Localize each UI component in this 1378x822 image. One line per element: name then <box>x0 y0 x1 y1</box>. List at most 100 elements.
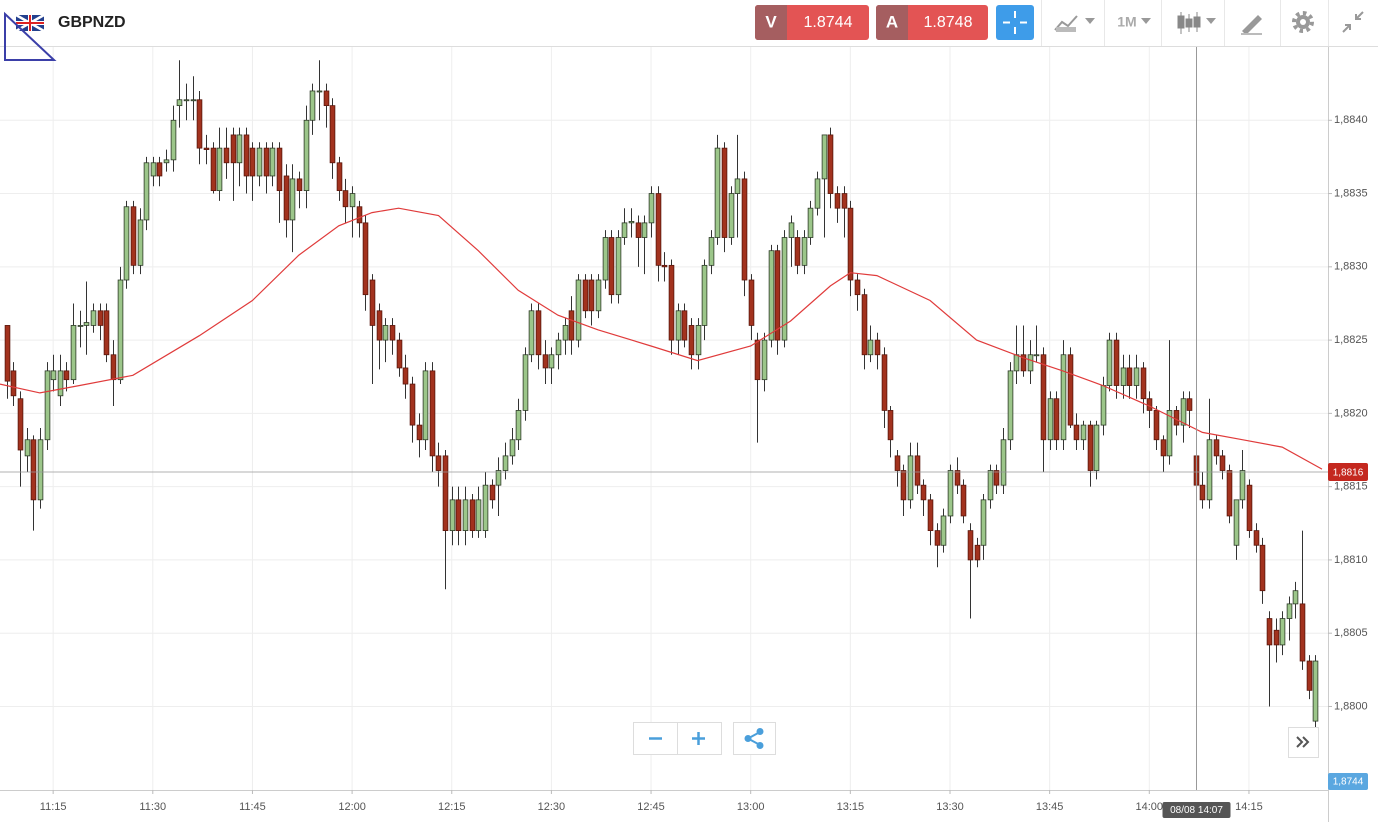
candle-body <box>1013 354 1020 372</box>
candle-body <box>774 250 781 341</box>
candle-body <box>489 484 496 501</box>
candle-body <box>30 439 37 501</box>
candle-body <box>661 264 668 268</box>
candle-body <box>117 279 124 381</box>
candle-body <box>608 237 615 296</box>
candle-body <box>927 499 934 532</box>
sell-label[interactable]: V <box>765 12 777 31</box>
candle-body <box>1180 398 1187 426</box>
candle-body <box>974 544 981 561</box>
candle-body <box>582 279 589 312</box>
candle-body <box>37 439 44 501</box>
candle-body <box>243 134 250 177</box>
candle-body <box>993 470 1000 486</box>
candle-body <box>323 90 330 107</box>
candle-body <box>801 237 808 266</box>
candle-body <box>861 294 868 356</box>
candle-body <box>1306 660 1313 691</box>
flag-icon <box>15 13 45 33</box>
candle-body <box>535 310 542 356</box>
candle-body <box>1219 455 1226 471</box>
candle-body <box>528 310 535 356</box>
candle-body <box>176 99 183 107</box>
timeframe-button[interactable]: 1M <box>1105 0 1161 46</box>
candle-body <box>734 178 741 194</box>
candle-body <box>1199 484 1206 501</box>
candle-body <box>1186 398 1193 411</box>
buy-button[interactable]: A 1.8748 <box>876 5 988 40</box>
indicator-button[interactable] <box>1042 0 1104 46</box>
candle-body <box>1067 354 1074 426</box>
zoom-in-button[interactable] <box>677 722 722 755</box>
candle-body <box>688 325 695 356</box>
candle-body <box>595 279 602 312</box>
candle-body <box>123 206 130 281</box>
y-tick-label: 1,8835 <box>1334 187 1368 199</box>
candle-body <box>827 134 834 194</box>
candle-body <box>110 354 117 381</box>
drawing-triangle <box>4 11 57 61</box>
candle-body <box>728 193 735 238</box>
collapse-button[interactable] <box>1329 0 1378 46</box>
crosshair-tag <box>1162 802 1231 818</box>
candle-body <box>1000 439 1007 486</box>
candle-body <box>230 134 237 164</box>
header-bar <box>0 0 1378 46</box>
candle-body <box>788 222 795 238</box>
candle-body <box>342 190 349 208</box>
candle-body <box>442 455 449 532</box>
candle-body <box>1007 370 1014 441</box>
timeframe-label[interactable]: 1M <box>1117 14 1136 30</box>
candle-body <box>907 455 914 501</box>
crosshair-button[interactable] <box>996 5 1034 40</box>
y-tick-label: 1,8810 <box>1334 554 1368 566</box>
candle-body <box>376 310 383 341</box>
candle-body <box>316 90 323 93</box>
candle-body <box>940 515 947 546</box>
candle-body <box>695 325 702 356</box>
candle-body <box>635 222 642 238</box>
candle-body <box>276 147 283 192</box>
candle-body <box>416 424 423 441</box>
candle-body <box>1087 424 1094 471</box>
buy-label[interactable]: A <box>886 12 898 31</box>
candle-body <box>63 370 70 381</box>
candle-body <box>449 499 456 532</box>
candle-body <box>409 383 416 426</box>
candle-body <box>954 470 961 486</box>
x-tick-label: 14:00 <box>1136 801 1164 813</box>
buy-price[interactable]: 1.8748 <box>924 14 973 31</box>
sell-price[interactable]: 1.8744 <box>804 14 853 31</box>
candle-body <box>1027 354 1034 372</box>
candle-body <box>987 470 994 501</box>
candle-body <box>1213 439 1220 457</box>
symbol: GBPNZD <box>58 14 126 31</box>
zoom-out-button[interactable] <box>633 722 678 755</box>
share-button[interactable] <box>733 722 776 755</box>
draw-button[interactable] <box>1225 0 1280 46</box>
candle-body <box>1113 339 1120 386</box>
x-tick-label: 11:45 <box>239 801 266 813</box>
candle-body <box>708 237 715 266</box>
y-tick-label: 1,8820 <box>1334 407 1368 419</box>
candle-body <box>369 279 376 326</box>
settings-button[interactable] <box>1281 0 1328 46</box>
sell-button[interactable]: V 1.8744 <box>755 5 869 40</box>
candle-body <box>1053 398 1060 441</box>
candle-body <box>1033 354 1040 357</box>
candle-body <box>621 222 628 238</box>
candle-body <box>150 162 157 177</box>
candle-body <box>495 470 502 486</box>
chart-type-button[interactable] <box>1162 0 1224 46</box>
candle-body <box>894 455 901 471</box>
candle-body <box>714 147 721 238</box>
candle-body <box>934 530 941 546</box>
candle-body <box>263 147 270 177</box>
toolbar-separators <box>1041 0 1329 46</box>
candle-body <box>1233 499 1240 546</box>
candle-body <box>1239 470 1246 501</box>
x-tick-label: 12:30 <box>538 801 566 813</box>
candle-body <box>170 119 177 161</box>
scroll-right-button[interactable] <box>1288 727 1319 758</box>
